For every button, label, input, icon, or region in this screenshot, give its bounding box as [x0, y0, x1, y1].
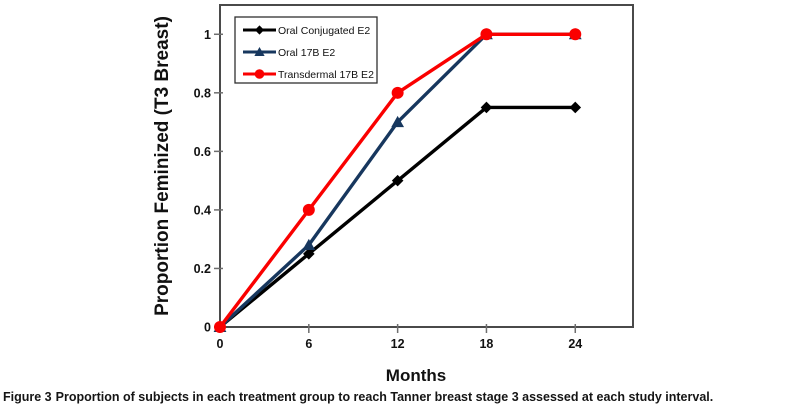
figure-caption-label: Figure 3 — [3, 390, 52, 404]
x-tick-label: 6 — [305, 337, 312, 351]
y-tick-label: 0.4 — [194, 203, 211, 217]
legend-label-oral-conjugated-e2: Oral Conjugated E2 — [278, 25, 370, 37]
legend-marker-transdermal-17b-e2 — [254, 69, 265, 79]
x-tick-label: 12 — [391, 337, 405, 351]
y-axis-title: Proportion Feminized (T3 Breast) — [152, 16, 173, 316]
marker-oral-conjugated-e2 — [391, 174, 404, 187]
plot-area-border — [219, 4, 634, 328]
marker-oral-17b-e2 — [391, 115, 405, 128]
legend-label-transdermal-17b-e2: Transdermal 17B E2 — [278, 69, 374, 81]
x-tick-label: 18 — [479, 337, 493, 351]
figure-caption: Figure 3 Proportion of subjects in each t… — [3, 389, 793, 406]
marker-transdermal-17b-e2 — [391, 86, 404, 99]
legend-marker-oral-17b-e2 — [254, 47, 265, 56]
series-line-oral-conjugated-e2 — [218, 105, 577, 329]
marker-transdermal-17b-e2 — [214, 321, 226, 333]
marker-transdermal-17b-e2 — [302, 203, 315, 216]
y-tick-label: 0.6 — [194, 145, 211, 159]
line-chart: 0 0.2 0.4 0.6 0.8 1 0 6 12 18 24 Oral Conjugated E2… — [152, 4, 634, 385]
marker-oral-17b-e2 — [302, 238, 316, 251]
marker-oral-conjugated-e2 — [569, 101, 582, 114]
marker-oral-conjugated-e2 — [303, 248, 315, 260]
x-tick-label: 0 — [217, 337, 224, 351]
legend-marker-oral-conjugated-e2 — [254, 25, 265, 35]
marker-transdermal-17b-e2 — [569, 28, 582, 41]
legend-label-oral-17b-e2: Oral 17B E2 — [278, 47, 335, 59]
y-tick-label: 0.8 — [194, 86, 211, 100]
x-tick-label: 24 — [568, 337, 582, 351]
plot-generated-content: 0 0.2 0.4 0.6 0.8 1 0 6 12 18 24 Oral Conjugated E2… — [194, 4, 634, 351]
y-tick-label: 0.2 — [194, 262, 211, 276]
marker-transdermal-17b-e2 — [480, 28, 493, 41]
figure-caption-text: Proportion of subjects in each treatment… — [55, 390, 714, 404]
y-tick-label: 1 — [204, 28, 211, 42]
y-tick-label: 0 — [204, 321, 211, 335]
marker-oral-conjugated-e2 — [480, 101, 493, 114]
x-axis-title: Months — [386, 366, 446, 385]
